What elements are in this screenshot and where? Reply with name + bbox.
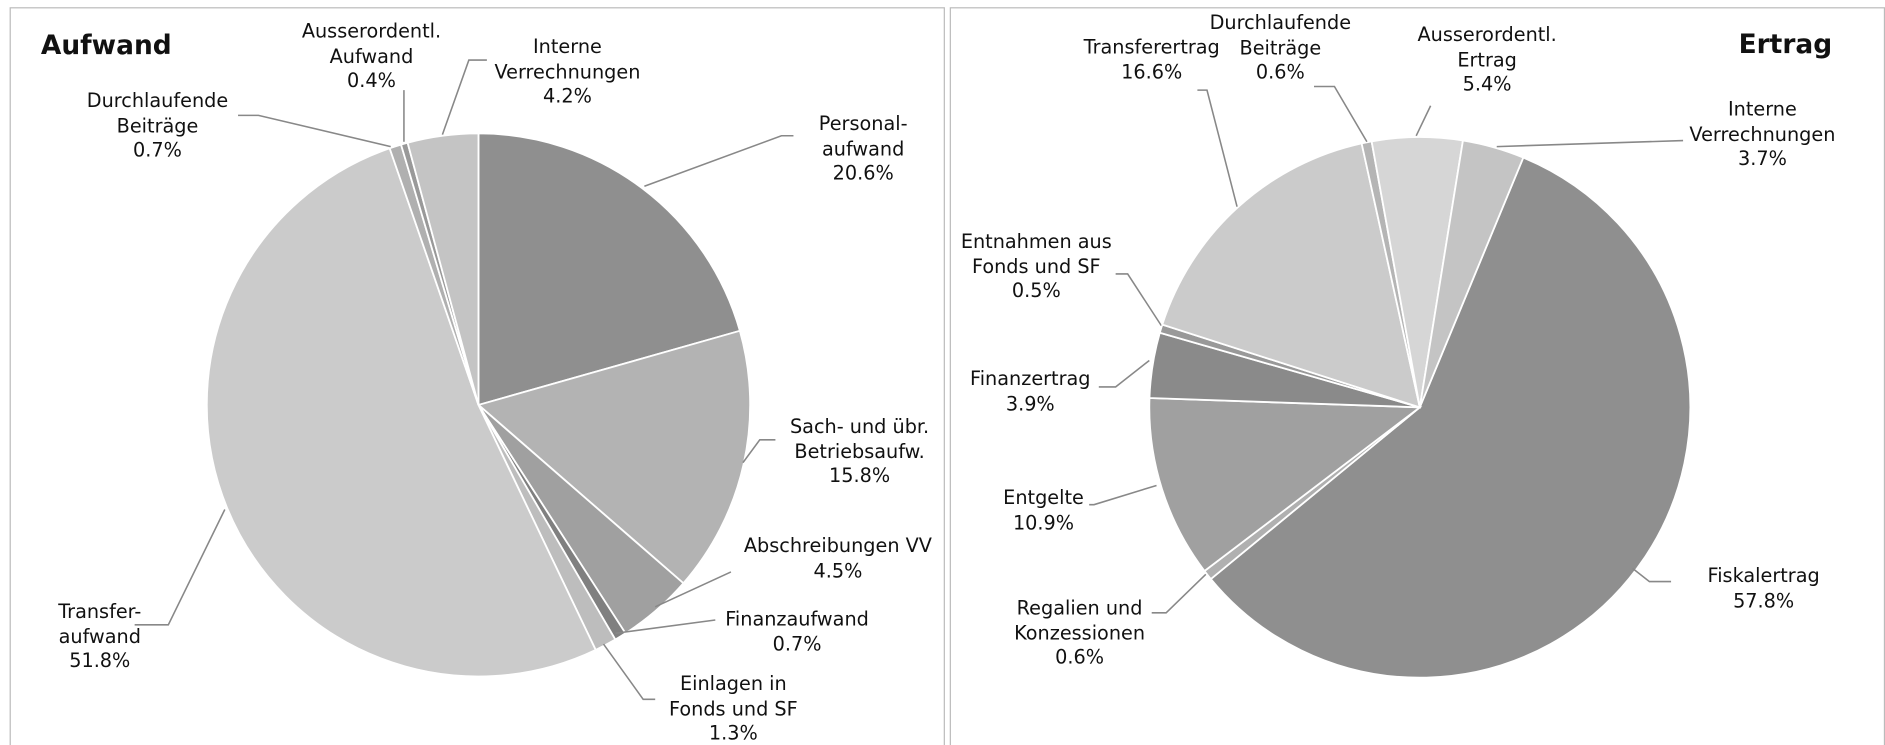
slice-label: Abschreibungen VV 4.5% <box>706 534 970 583</box>
pie-slice <box>1161 142 1422 409</box>
slice-label: Fiskalertrag 57.8% <box>1631 564 1885 613</box>
leader-line <box>238 114 391 148</box>
chart-title: Ertrag <box>1738 30 1833 61</box>
value-label: 0.6% <box>1255 60 1305 84</box>
category-label: Transferertrag <box>1083 35 1220 59</box>
leader-line <box>441 59 487 135</box>
slice-label: Einlagen in Fonds und SF 1.3% <box>601 672 865 745</box>
leader-line <box>1197 89 1238 207</box>
leader-line <box>654 571 732 608</box>
leader-line <box>1089 484 1157 506</box>
leader-line <box>1151 573 1207 614</box>
leader-line <box>1496 139 1684 148</box>
slice-label: Entgelte 10.9% <box>911 486 1175 535</box>
value-label: 51.8% <box>69 649 131 672</box>
category-label: Durchlaufende Beiträge <box>1209 11 1352 59</box>
leader-line <box>615 619 716 635</box>
pie-slice <box>477 132 741 407</box>
leader-line <box>1314 85 1368 143</box>
value-label: 5.4% <box>1462 72 1512 96</box>
category-label: Entnahmen aus Fonds und SF <box>960 229 1112 278</box>
value-label: 1.3% <box>708 721 758 745</box>
slice-label: Interne Verrechnungen 4.2% <box>435 35 699 109</box>
value-label: 4.2% <box>542 84 592 108</box>
value-label: 0.7% <box>133 138 182 162</box>
value-label: 57.8% <box>1733 588 1795 612</box>
panel <box>949 7 1885 745</box>
category-label: Entgelte <box>1003 486 1084 509</box>
category-label: Durchlaufende Beiträge <box>86 89 229 137</box>
category-label: Finanzaufwand <box>725 607 869 631</box>
value-label: 15.8% <box>829 464 891 487</box>
pie-slice <box>1148 397 1423 573</box>
category-label: Einlagen in Fonds und SF <box>669 671 798 720</box>
panel <box>9 7 945 745</box>
category-label: Fiskalertrag <box>1707 564 1820 587</box>
slice-label: Sach- und übr. Betriebsaufw. 15.8% <box>727 415 991 489</box>
value-label: 4.5% <box>813 558 863 582</box>
category-label: Sach- und übr. Betriebsaufw. <box>789 414 930 463</box>
slice-label: Personal- aufwand 20.6% <box>731 112 995 186</box>
slice-label: Interne Verrechnungen 3.7% <box>1630 98 1885 172</box>
pie-slice <box>476 329 752 585</box>
slice-label: Transferertrag 16.6% <box>1019 35 1283 84</box>
slice-label: Entnahmen aus Fonds und SF 0.5% <box>904 230 1168 304</box>
leader-line <box>1115 273 1162 327</box>
value-label: 3.7% <box>1737 146 1787 170</box>
value-label: 0.7% <box>772 632 822 655</box>
category-label: Personal- aufwand <box>818 112 908 160</box>
slice-label: Ausserordentl. Ertrag 5.4% <box>1355 23 1619 97</box>
pie-slice <box>406 132 480 406</box>
category-label: Finanzertrag <box>970 367 1091 390</box>
category-label: Ausserordentl. Ertrag <box>1417 23 1557 71</box>
category-label: Ausserordentl. Aufwand <box>301 19 442 67</box>
value-label: 0.4% <box>347 68 396 92</box>
category-label: Transfer- aufwand <box>58 599 142 648</box>
pie-slice <box>205 147 597 678</box>
chart-title: Aufwand <box>40 31 172 62</box>
slice-label: Finanzertrag 3.9% <box>898 367 1162 416</box>
slice-label: Regalien und Konzessionen 0.6% <box>947 596 1211 670</box>
leader-line <box>1415 105 1432 137</box>
leader-line <box>644 134 794 187</box>
leader-line <box>134 509 226 626</box>
value-label: 10.9% <box>1012 510 1075 534</box>
slice-label: Durchlaufende Beiträge 0.6% <box>1148 11 1412 85</box>
pie-slice <box>1209 156 1692 679</box>
value-label: 3.9% <box>1005 391 1055 415</box>
slice-label: Ausserordentl. Aufwand 0.4% <box>239 20 503 94</box>
value-label: 0.6% <box>1055 645 1105 669</box>
leader-line <box>742 439 776 464</box>
category-label: Abschreibungen VV <box>743 534 932 557</box>
value-label: 20.6% <box>832 161 894 185</box>
leader-line <box>1098 359 1150 388</box>
pie-slice <box>1418 139 1525 408</box>
slice-label: Finanzaufwand 0.7% <box>665 607 929 656</box>
leader-line <box>1632 567 1672 583</box>
category-label: Interne Verrechnungen <box>494 35 641 83</box>
category-label: Regalien und Konzessionen <box>1014 596 1146 644</box>
slice-label: Durchlaufende Beiträge 0.7% <box>25 89 289 163</box>
category-label: Interne Verrechnungen <box>1689 97 1836 146</box>
slice-label: Transfer- aufwand 51.8% <box>0 600 232 674</box>
value-label: 0.5% <box>1011 279 1061 302</box>
value-label: 16.6% <box>1121 60 1183 83</box>
leader-line <box>602 643 656 701</box>
